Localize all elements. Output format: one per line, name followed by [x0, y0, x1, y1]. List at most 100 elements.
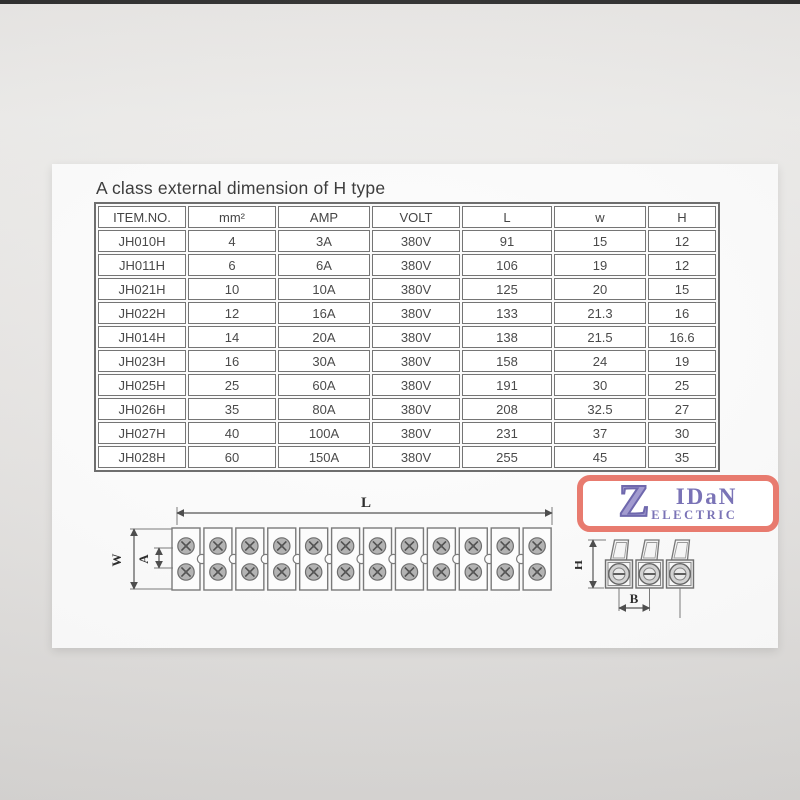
spec-cell: 380V — [372, 326, 460, 348]
spec-cell: 80A — [278, 398, 370, 420]
screw-center — [471, 570, 475, 574]
screw-center — [248, 570, 252, 574]
spec-cell: 133 — [462, 302, 552, 324]
spec-cell: JH027H — [98, 422, 186, 444]
spec-cell: 191 — [462, 374, 552, 396]
spec-cell: JH011H — [98, 254, 186, 276]
side-view-diagram: H B — [575, 539, 695, 618]
spec-col-header: ITEM.NO. — [98, 206, 186, 228]
screw-center — [344, 570, 348, 574]
spec-cell: 15 — [648, 278, 716, 300]
dim-label-W: W — [109, 554, 124, 567]
spec-cell: 4 — [188, 230, 276, 252]
screw-center — [503, 544, 507, 548]
spec-col-header: AMP — [278, 206, 370, 228]
spec-cell: 24 — [554, 350, 646, 372]
spec-cell: 30A — [278, 350, 370, 372]
wire-housing-inner — [642, 542, 658, 559]
spec-cell: 91 — [462, 230, 552, 252]
dim-label-A: A — [136, 554, 151, 564]
spec-cell: 19 — [648, 350, 716, 372]
spec-cell: 158 — [462, 350, 552, 372]
spec-cell: 380V — [372, 422, 460, 444]
spec-cell: JH022H — [98, 302, 186, 324]
spec-cell: 380V — [372, 278, 460, 300]
spec-cell: 380V — [372, 374, 460, 396]
spec-cell: 14 — [188, 326, 276, 348]
screw-center — [184, 544, 188, 548]
spec-cell: 3A — [278, 230, 370, 252]
dim-label-L: L — [361, 495, 371, 511]
spec-cell: 25 — [648, 374, 716, 396]
table-row: JH025H 25 60A 380V 191 30 25 — [98, 374, 716, 396]
spec-cell: 380V — [372, 350, 460, 372]
table-row: JH028H 60 150A 380V 255 45 35 — [98, 446, 716, 468]
spec-cell: JH014H — [98, 326, 186, 348]
spec-cell: 45 — [554, 446, 646, 468]
spec-cell: 19 — [554, 254, 646, 276]
spec-cell: 37 — [554, 422, 646, 444]
spec-cell: 380V — [372, 254, 460, 276]
screw-center — [184, 570, 188, 574]
top-dark-strip — [0, 0, 800, 4]
brand-subtitle: ELECTRIC — [651, 507, 738, 522]
table-row: JH026H 35 80A 380V 208 32.5 27 — [98, 398, 716, 420]
spec-cell: 20 — [554, 278, 646, 300]
spec-cell: 12 — [188, 302, 276, 324]
screw-center — [503, 570, 507, 574]
screw-center — [375, 544, 380, 548]
spec-cell: 12 — [648, 254, 716, 276]
spec-cell: 40 — [188, 422, 276, 444]
terminal-strip-side-view — [604, 539, 695, 589]
spec-cell: 255 — [462, 446, 552, 468]
screw-center — [439, 544, 443, 548]
spec-col-header: w — [554, 206, 646, 228]
spec-cell: 16.6 — [648, 326, 716, 348]
spec-cell: 30 — [648, 422, 716, 444]
screw-center — [280, 570, 284, 574]
screw-center — [312, 544, 316, 548]
spec-cell: 20A — [278, 326, 370, 348]
spec-cell: 138 — [462, 326, 552, 348]
spec-cell: 10A — [278, 278, 370, 300]
spec-cell: 60 — [188, 446, 276, 468]
wire-housing-inner — [673, 542, 689, 559]
screw-center — [216, 544, 220, 548]
dim-label-H: H — [575, 560, 585, 570]
spec-table-body: JH010H 4 3A 380V 91 15 12 JH011H 6 6A 380V 106 19 12 J… — [98, 230, 716, 468]
spec-cell: 60A — [278, 374, 370, 396]
top-view-diagram: L W A — [109, 495, 553, 591]
page-title: A class external dimension of H type — [96, 178, 386, 198]
spec-cell: 15 — [554, 230, 646, 252]
screw-center — [407, 570, 412, 574]
spec-cell: 30 — [554, 374, 646, 396]
spec-cell: JH025H — [98, 374, 186, 396]
spec-cell: 35 — [648, 446, 716, 468]
spec-cell: 32.5 — [554, 398, 646, 420]
table-row: JH010H 4 3A 380V 91 15 12 — [98, 230, 716, 252]
spec-cell: 6A — [278, 254, 370, 276]
screw-center — [471, 544, 475, 548]
spec-cell: 150A — [278, 446, 370, 468]
spec-cell: 12 — [648, 230, 716, 252]
spec-cell: JH023H — [98, 350, 186, 372]
spec-cell: 21.5 — [554, 326, 646, 348]
spec-cell: 21.3 — [554, 302, 646, 324]
spec-cell: JH028H — [98, 446, 186, 468]
brand-logo-text: IDaN ELECTRIC — [651, 485, 737, 522]
spec-cell: 35 — [188, 398, 276, 420]
spec-col-header: VOLT — [372, 206, 460, 228]
screw-center — [312, 570, 316, 574]
spec-cell: JH026H — [98, 398, 186, 420]
brand-name: IDaN — [675, 483, 738, 509]
spec-col-header: mm² — [188, 206, 276, 228]
spec-cell: JH010H — [98, 230, 186, 252]
dim-label-B: B — [630, 591, 639, 606]
spec-cell: 16 — [648, 302, 716, 324]
terminal-strip-top-view — [171, 527, 552, 591]
spec-cell: 106 — [462, 254, 552, 276]
spec-cell: 380V — [372, 302, 460, 324]
screw-center — [216, 570, 220, 574]
